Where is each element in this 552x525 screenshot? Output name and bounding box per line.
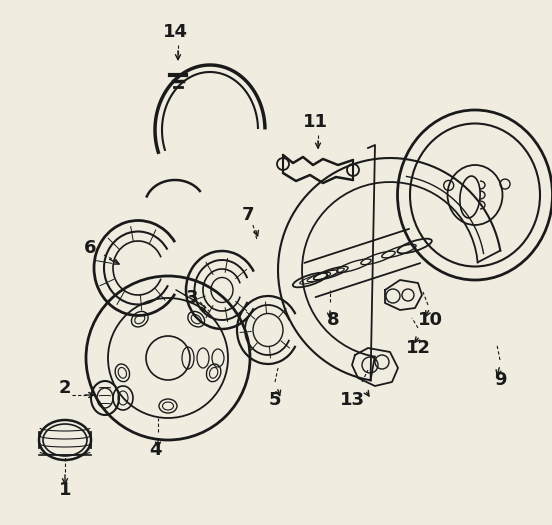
- Text: 6: 6: [84, 239, 96, 257]
- Text: 14: 14: [162, 23, 188, 41]
- Text: 8: 8: [327, 311, 339, 329]
- Text: 2: 2: [59, 379, 71, 397]
- Text: 7: 7: [242, 206, 254, 224]
- Text: 4: 4: [148, 441, 161, 459]
- Text: 1: 1: [59, 481, 71, 499]
- Text: 3: 3: [186, 289, 198, 307]
- Text: 10: 10: [417, 311, 443, 329]
- Text: 12: 12: [406, 339, 431, 357]
- Text: 11: 11: [302, 113, 327, 131]
- Text: 9: 9: [493, 371, 506, 389]
- Text: 13: 13: [339, 391, 364, 409]
- Text: 5: 5: [269, 391, 282, 409]
